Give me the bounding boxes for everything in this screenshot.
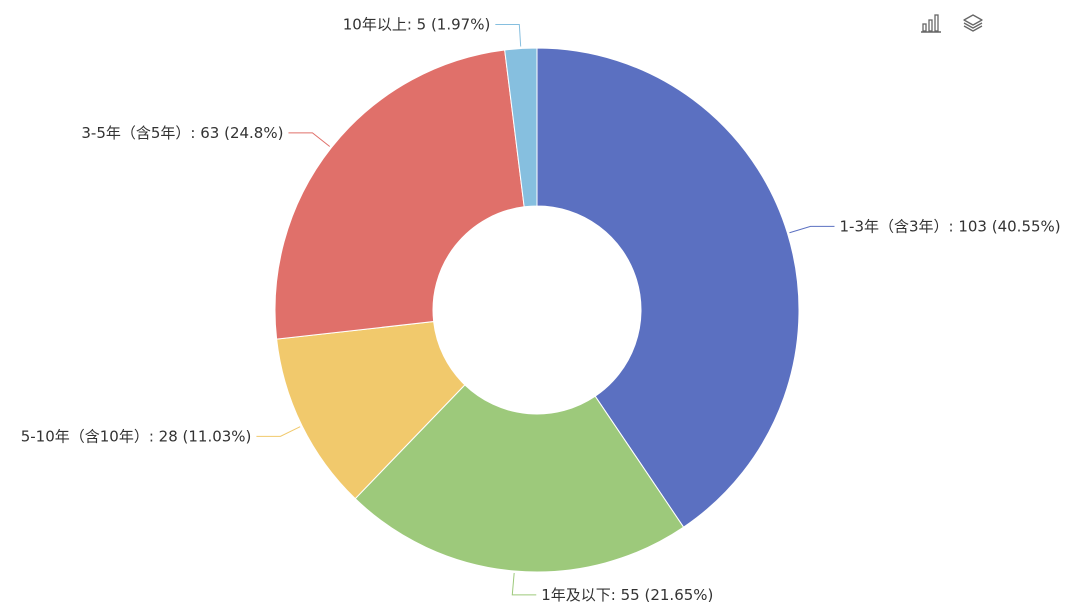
leader-line-3 — [288, 132, 331, 147]
slice-label-2: 5-10年（含10年）: 28 (11.03%) — [21, 427, 252, 445]
chart-toolbar — [918, 10, 986, 36]
slice-label-0: 1-3年（含3年）: 103 (40.55%) — [839, 217, 1060, 235]
slice-4[interactable] — [504, 47, 538, 208]
slice-label-4: 10年以上: 5 (1.97%) — [343, 16, 491, 34]
leader-line-0 — [789, 225, 835, 234]
slice-label-3: 3-5年（含5年）: 63 (24.8%) — [81, 124, 283, 142]
slice-1[interactable] — [354, 384, 685, 573]
leader-line-4 — [495, 24, 522, 47]
slice-label-1: 1年及以下: 55 (21.65%) — [541, 586, 713, 604]
bar-chart-icon[interactable] — [918, 10, 944, 36]
donut-slices — [274, 47, 800, 573]
slice-labels: 1-3年（含3年）: 103 (40.55%) 1年及以下: 55 (21.65%… — [21, 16, 1061, 604]
slice-0[interactable] — [536, 47, 800, 528]
slice-2[interactable] — [276, 321, 466, 500]
leader-line-1 — [511, 572, 537, 596]
slice-3[interactable] — [274, 49, 525, 340]
leader-line-2 — [256, 426, 301, 437]
layers-icon[interactable] — [960, 10, 986, 36]
